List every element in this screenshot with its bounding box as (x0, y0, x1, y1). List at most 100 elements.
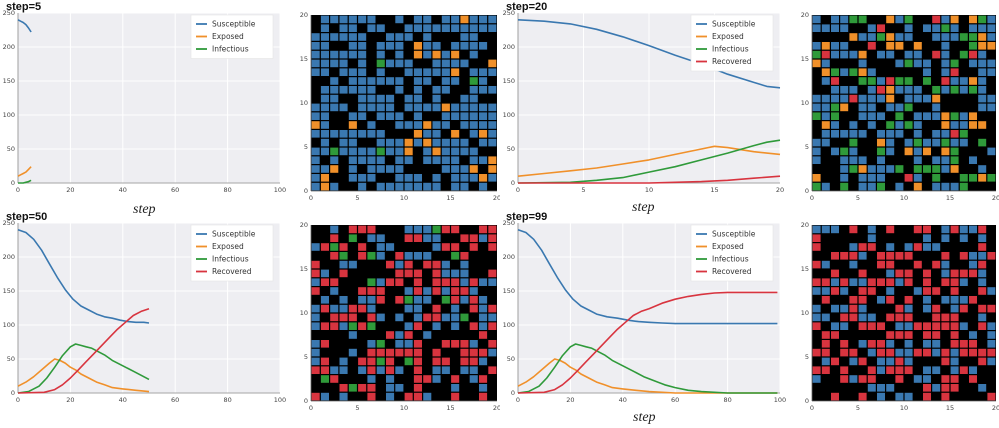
x-tick-label: 5 (581, 186, 585, 194)
grid-cell-susceptible (469, 50, 478, 59)
grid-cell-recovered (404, 260, 413, 269)
grid-cell-recovered (339, 313, 348, 322)
grid-cell-susceptible (460, 296, 469, 304)
x-tick-label: 10 (400, 404, 408, 412)
y-tick-label: 200 (503, 43, 515, 51)
grid-cell-susceptible (886, 340, 895, 348)
grid-cell-susceptible (432, 156, 441, 164)
grid-cell-susceptible (367, 130, 376, 138)
grid-cell-exposed (969, 15, 977, 24)
grid-cell-susceptible (376, 130, 385, 138)
grid-cell-susceptible (923, 366, 931, 374)
x-tick-label: 20 (992, 194, 999, 202)
grid-cell-susceptible (950, 121, 959, 129)
grid-cell-recovered (413, 348, 422, 357)
grid-cell-susceptible (469, 287, 478, 295)
grid-cell-recovered (877, 340, 885, 348)
grid-cell-susceptible (348, 86, 357, 94)
grid-cell-susceptible (886, 147, 895, 156)
series-line-susceptible (517, 19, 781, 89)
y-tick-label: 5 (304, 353, 308, 361)
grid-cell-recovered (451, 287, 460, 295)
grid-cell-susceptible (941, 269, 950, 278)
grid-cell-recovered (858, 287, 867, 295)
grid-cell-infectious (831, 112, 839, 120)
grid-cell-susceptible (432, 138, 441, 147)
y-tick-label: 20 (801, 221, 809, 229)
grid-cell-recovered (858, 322, 867, 330)
grid-cell-recovered (849, 296, 858, 304)
x-tick-label: 5 (856, 194, 860, 202)
grid-cell-susceptible (320, 121, 329, 129)
grid-cell-recovered (423, 375, 432, 383)
grid-cell-susceptible (840, 86, 849, 94)
grid-cell-susceptible (941, 182, 950, 191)
grid-cell-susceptible (812, 287, 821, 295)
grid-cell-susceptible (959, 322, 968, 330)
grid-cell-recovered (812, 366, 821, 374)
grid-cell-susceptible (386, 375, 395, 383)
grid-cell-infectious (831, 103, 839, 112)
grid-cell-susceptible (867, 121, 876, 129)
grid-cell-susceptible (386, 77, 395, 85)
grid-cell-recovered (895, 357, 904, 366)
grid-cell-recovered (311, 366, 320, 374)
grid-cell-susceptible (358, 130, 367, 138)
grid-cell-susceptible (330, 15, 339, 24)
grid-cell-susceptible (877, 77, 885, 85)
grid-cell-recovered (367, 313, 376, 322)
grid-cell-susceptible (413, 121, 422, 129)
grid-cell-infectious (320, 375, 329, 383)
grid-cell-susceptible (376, 243, 385, 251)
grid-cell-recovered (432, 348, 441, 357)
grid-cell-infectious (895, 112, 904, 120)
grid-cell-exposed (413, 50, 422, 59)
grid-cell-susceptible (330, 50, 339, 59)
grid-cell-susceptible (311, 313, 320, 322)
x-tick-label: 0 (810, 404, 814, 412)
x-tick-label: 5 (856, 404, 860, 412)
grid-cell-susceptible (923, 24, 931, 32)
grid-cell-infectious (840, 147, 849, 156)
grid-cell-recovered (849, 304, 858, 313)
grid-cell-susceptible (840, 68, 849, 76)
grid-cell-susceptible (330, 59, 339, 68)
grid-cell-susceptible (987, 15, 996, 24)
grid-cell-infectious (849, 15, 858, 24)
legend-label-exposed: Exposed (212, 242, 244, 251)
series-line-infectious (517, 139, 781, 184)
grid-cell-recovered (867, 340, 876, 348)
x-tick-label: 20 (66, 396, 74, 404)
grid-cell-recovered (488, 340, 497, 348)
grid-cell-susceptible (941, 59, 950, 68)
grid-cell-recovered (849, 225, 858, 234)
grid-cell-susceptible (423, 33, 432, 41)
grid-cell-susceptible (386, 138, 395, 147)
grid-cell-exposed (913, 182, 922, 191)
x-tick-label: 40 (619, 396, 627, 404)
grid-cell-susceptible (831, 50, 839, 59)
grid-cell-susceptible (867, 225, 876, 234)
grid-cell-recovered (840, 252, 849, 260)
x-tick-label: 40 (119, 186, 127, 194)
grid-cell-recovered (840, 366, 849, 374)
grid-cell-recovered (895, 269, 904, 278)
grid-cell-susceptible (479, 313, 488, 322)
grid-cell-susceptible (895, 392, 904, 401)
legend: Susceptible Exposed Infectious Recovered (690, 14, 774, 72)
grid-cell-susceptible (849, 130, 858, 138)
grid-cell-susceptible (932, 130, 941, 138)
grid-cell-susceptible (432, 103, 441, 112)
grid-cell-infectious (969, 174, 977, 182)
grid-cell-recovered (413, 287, 422, 295)
grid-cell-recovered (858, 357, 867, 366)
grid-cell-susceptible (358, 296, 367, 304)
grid-cell-recovered (469, 296, 478, 304)
grid-cell-susceptible (941, 68, 950, 76)
grid-cell-susceptible (923, 340, 931, 348)
x-tick-label: 80 (223, 186, 231, 194)
grid-cell-susceptible (441, 165, 450, 173)
grid-cell-susceptible (858, 313, 867, 322)
grid-cell-susceptible (451, 269, 460, 278)
